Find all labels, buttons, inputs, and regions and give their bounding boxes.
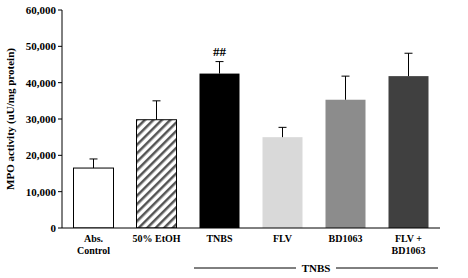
error-bar <box>90 159 98 168</box>
y-tick <box>58 119 62 120</box>
x-axis <box>62 228 440 229</box>
y-tick-label: 40,000 <box>26 77 57 89</box>
error-bar <box>405 53 413 76</box>
error-stem <box>93 159 94 168</box>
y-tick <box>58 82 62 83</box>
y-tick-label: 50,000 <box>26 40 57 52</box>
error-stem <box>408 53 409 76</box>
error-stem <box>282 127 283 137</box>
error-cap <box>216 61 224 62</box>
group-label: TNBS <box>302 262 331 274</box>
y-tick <box>58 46 62 47</box>
error-stem <box>219 62 220 74</box>
error-bar <box>342 76 350 100</box>
y-tick-label: 20,000 <box>26 149 57 161</box>
annotation: ## <box>213 44 227 59</box>
error-cap <box>90 158 98 159</box>
group-line <box>194 268 296 269</box>
y-tick-label: 60,000 <box>26 4 57 16</box>
bar <box>137 120 177 228</box>
error-cap <box>153 100 161 101</box>
x-tick-label: TNBS <box>206 233 233 244</box>
bar <box>200 74 240 228</box>
x-tick-label: 50% EtOH <box>132 233 180 244</box>
error-cap <box>342 76 350 77</box>
error-bar <box>279 127 287 137</box>
error-bar <box>216 62 224 74</box>
x-tick-label: BD1063 <box>329 233 363 244</box>
group-line <box>336 268 438 269</box>
bar <box>74 168 114 228</box>
error-cap <box>279 127 287 128</box>
error-stem <box>156 101 157 120</box>
bar <box>326 100 366 228</box>
y-tick <box>58 191 62 192</box>
bar <box>263 137 303 228</box>
y-tick-label: 0 <box>51 222 57 234</box>
y-tick <box>58 10 62 11</box>
error-bar <box>153 101 161 120</box>
error-stem <box>345 76 346 100</box>
y-tick-label: 10,000 <box>26 186 57 198</box>
bar <box>389 76 429 228</box>
chart: 0 10,000 20,000 30,000 40,000 50,000 60,000 MPO… <box>0 0 468 278</box>
y-tick <box>58 155 62 156</box>
x-tick-label: FLV <box>273 233 293 244</box>
y-tick <box>58 228 62 229</box>
y-axis <box>62 10 63 228</box>
y-tick-label: 30,000 <box>26 113 57 125</box>
bars <box>74 53 429 228</box>
x-tick-label: FLV +BD1063 <box>392 233 426 256</box>
x-tick-label: Abs.Control <box>77 233 110 256</box>
y-axis-title: MPO activity (uU/mg protein) <box>4 48 17 190</box>
error-cap <box>405 53 413 54</box>
